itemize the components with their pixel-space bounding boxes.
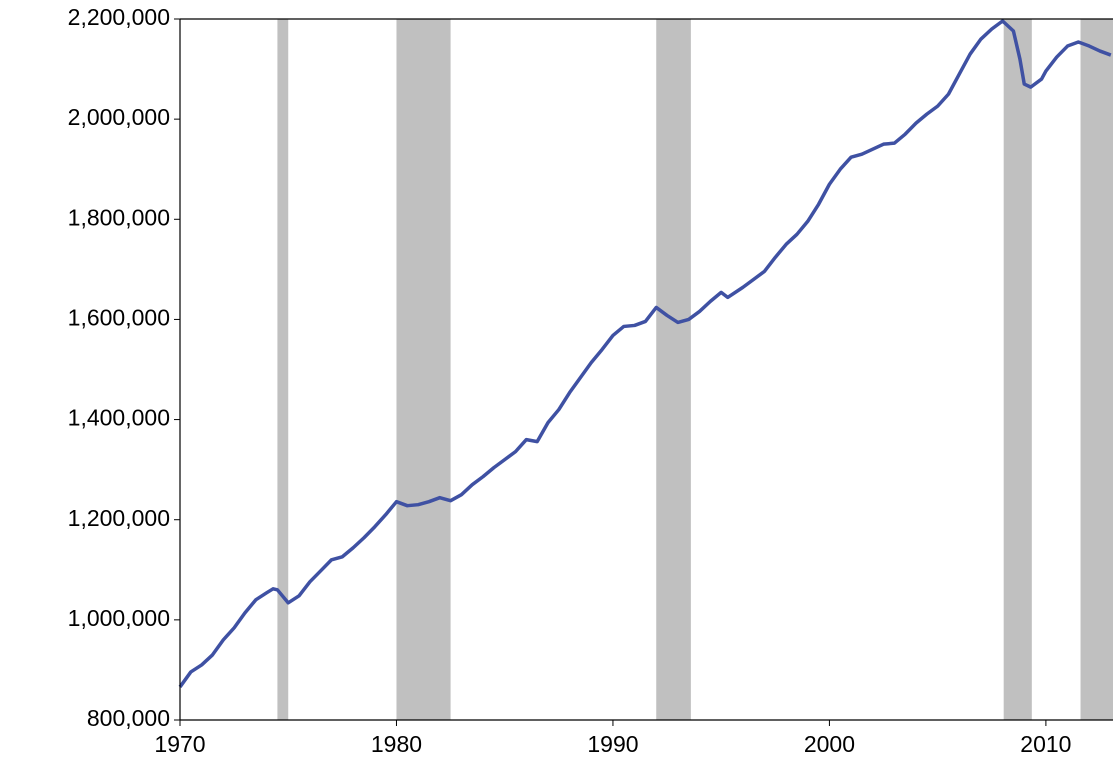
x-tick-label: 1970 <box>154 731 205 757</box>
y-tick-label: 1,600,000 <box>68 305 170 331</box>
y-tick-label: 800,000 <box>87 705 170 731</box>
y-tick-label: 2,200,000 <box>68 4 170 30</box>
y-tick-label: 1,200,000 <box>68 505 170 531</box>
x-tick-label: 1990 <box>587 731 638 757</box>
data-line <box>178 19 1112 688</box>
recession-band <box>396 19 451 720</box>
recession-band <box>656 19 691 720</box>
recession-band <box>1080 19 1113 720</box>
x-tick-label: 2000 <box>804 731 855 757</box>
y-tick-label: 1,000,000 <box>68 605 170 631</box>
x-tick-label: 1980 <box>371 731 422 757</box>
y-tick-label: 2,000,000 <box>68 104 170 130</box>
recession-band <box>277 19 289 720</box>
y-tick-label: 1,800,000 <box>68 204 170 230</box>
y-tick-label: 1,400,000 <box>68 405 170 431</box>
recession-band <box>1003 19 1032 720</box>
x-tick-label: 2010 <box>1020 731 1071 757</box>
